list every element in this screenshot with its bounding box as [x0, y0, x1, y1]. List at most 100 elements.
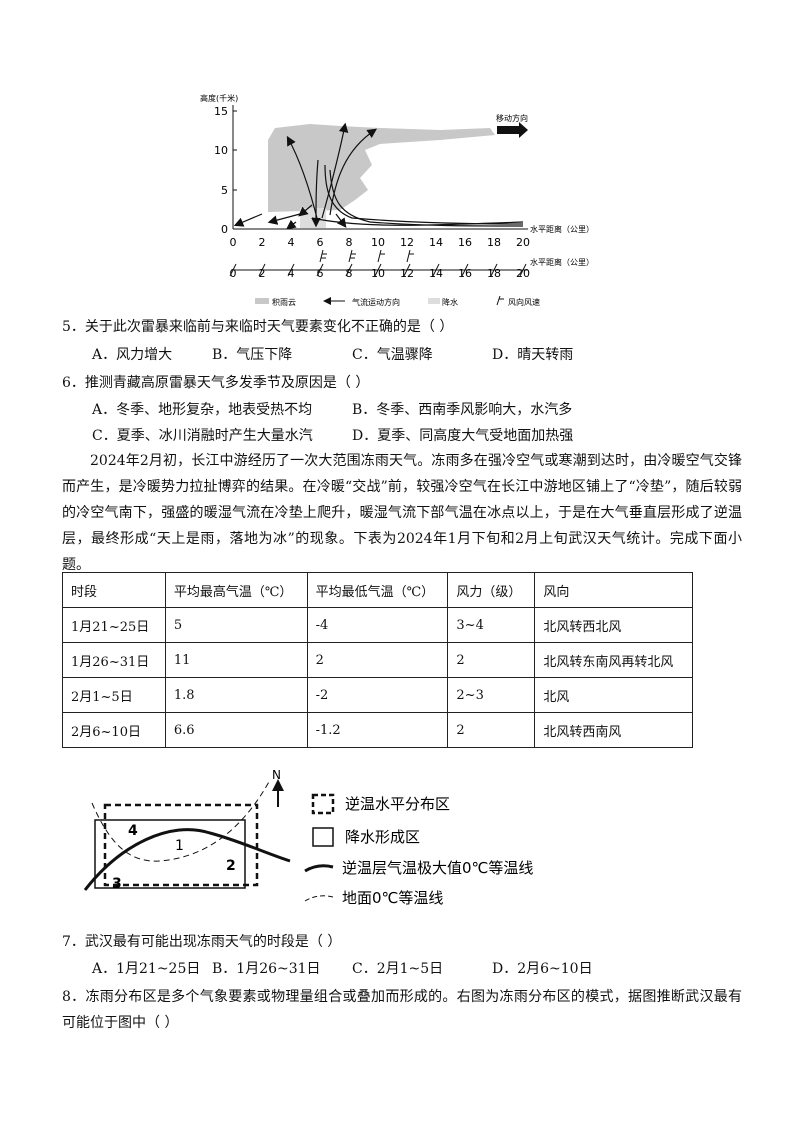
cell: 北风转西北风 [534, 607, 693, 643]
legend-label: 风向风速 [508, 297, 540, 307]
zone-label: 2 [226, 858, 236, 874]
option: A．风力增大 [92, 347, 173, 363]
cell: 北风 [534, 677, 693, 713]
x-tick [403, 263, 411, 277]
y-axis-label: 高度(千米) [200, 93, 238, 103]
question-6-stem: 6．推测青藏高原雷暴天气多发季节及原因是（ ） [62, 375, 370, 391]
option: B．气压下降 [212, 347, 293, 363]
freezing-rain-figure: N 4 1 2 3 逆温水平分布区 降水形成区 逆温层气温极大值0℃等温线 地面… [83, 768, 533, 907]
legend-inversion [311, 793, 335, 815]
x-tick-label: 12 [400, 236, 414, 249]
passage: 2024年2月初，长江中游经历了一次大范围冻雨天气。冻雨多在强冷空气或寒潮到达时… [62, 453, 742, 573]
x-tick-label: 10 [371, 267, 385, 280]
x-tick-label: 20 [516, 267, 530, 280]
x-tick-label: 14 [429, 267, 443, 280]
legend-text: 逆温水平分布区 [345, 795, 450, 813]
legend-barb [496, 295, 504, 306]
cell: 1月21~25日 [62, 607, 166, 643]
x-tick-label: 14 [429, 236, 443, 249]
option: C．2月1~5日 [352, 961, 444, 977]
x-tick-label: 20 [516, 236, 530, 249]
x-tick-label: 0 [230, 267, 237, 280]
y-tick-label: 15 [214, 105, 228, 118]
x-axis-label-2: 水平距离（公里） [530, 257, 594, 267]
x-tick-label: 10 [371, 236, 385, 249]
x-tick-label: 12 [400, 267, 414, 280]
question-5-stem: 5．关于此次雷暴来临前与来临时天气要素变化不正确的是（ ） [62, 319, 454, 335]
table-row: 1月21~25日 5 -4 3~4 北风转西北风 [62, 607, 693, 643]
x-tick-label: 4 [288, 236, 295, 249]
x-tick [287, 263, 295, 277]
legend-ground-line [304, 895, 334, 902]
inversion-isotherm [83, 828, 291, 891]
x-tick-label: 18 [487, 267, 501, 280]
legend-text: 地面0℃等温线 [342, 889, 443, 907]
cell: -2 [306, 677, 449, 713]
cell: 3~4 [447, 607, 536, 643]
cell: 2 [447, 642, 536, 678]
legend-cloud-swatch [255, 298, 269, 304]
legend-label: 积雨云 [272, 297, 296, 307]
cell: 2 [447, 712, 536, 748]
move-arrow-head [519, 122, 528, 138]
option: B．冬季、西南季风影响大，水汽多 [352, 402, 573, 418]
table-row: 2月1~5日 1.8 -2 2~3 北风 [62, 677, 693, 713]
table-row: 2月6~10日 6.6 -1.2 2 北风转西南风 [62, 712, 693, 748]
x-tick [374, 263, 382, 277]
header-cell: 时段 [62, 572, 166, 608]
legend-rain-swatch [428, 298, 440, 304]
weather-table: 时段 平均最高气温（℃） 平均最低气温（℃） 风力（级） 风向 1月21~25日 5 -4 3~… [62, 572, 693, 748]
y-tick-label: 10 [214, 144, 228, 157]
legend-label: 降水 [442, 297, 458, 307]
cell: 5 [164, 607, 308, 643]
legend-text: 逆温层气温极大值0℃等温线 [342, 859, 533, 877]
cell: 11 [164, 642, 308, 678]
option: B．1月26~31日 [212, 961, 321, 977]
legend-inv-line [304, 864, 334, 873]
x-tick [316, 263, 324, 277]
question-8-stem: 8．冻雨分布区是多个气象要素或物理量组合或叠加而形成的。右图为冻雨分布区的模式，… [62, 989, 742, 1031]
legend-label: 气流运动方向 [352, 297, 400, 307]
wind-barbs [319, 249, 414, 263]
question-7-stem: 7．武汉最有可能出现冻雨天气的时段是（ ） [62, 934, 342, 950]
cell: 6.6 [164, 712, 308, 748]
zone-label: 4 [128, 823, 138, 839]
move-direction: 移动方向 [496, 113, 528, 123]
cell: 北风转东南风再转北风 [534, 642, 693, 678]
cell: 2月6~10日 [62, 712, 166, 748]
cell: -4 [306, 607, 449, 643]
option: A．冬季、地形复杂，地表受热不均 [92, 402, 313, 418]
x-tick-label: 2 [259, 267, 266, 280]
cell: 北风转西南风 [534, 712, 693, 748]
cell: 2 [306, 642, 449, 678]
x-tick-label: 6 [317, 267, 324, 280]
header-cell: 平均最高气温（℃） [164, 572, 308, 608]
x-tick [490, 263, 498, 277]
table-header-row: 时段 平均最高气温（℃） 平均最低气温（℃） 风力（级） 风向 [62, 572, 693, 608]
cell: 1.8 [164, 677, 308, 713]
cell: 2~3 [447, 677, 536, 713]
x-tick-label: 8 [346, 236, 353, 249]
x-tick-label: 16 [458, 267, 472, 280]
inversion-area [103, 803, 259, 887]
x-tick-label: 16 [458, 236, 472, 249]
move-arrow [497, 126, 519, 134]
north-label: N [272, 768, 281, 782]
cell: 2月1~5日 [62, 677, 166, 713]
x-tick-label: 2 [259, 236, 266, 249]
option: A．1月21~25日 [92, 961, 201, 977]
airflow-lines [233, 122, 524, 230]
x-tick [229, 263, 237, 277]
option: D．晴天转雨 [492, 347, 574, 363]
x-tick [258, 263, 266, 277]
header-cell: 平均最低气温（℃） [306, 572, 449, 608]
x-axis-label: 水平距离（公里） [530, 224, 594, 234]
x-tick-label: 0 [230, 236, 237, 249]
option: D．夏季、同高度大气受地面加热强 [352, 428, 574, 444]
x-tick-label: 18 [487, 236, 501, 249]
option: C．气温骤降 [352, 347, 433, 363]
north-arrow-head [272, 779, 284, 791]
cell: -1.2 [306, 712, 449, 748]
